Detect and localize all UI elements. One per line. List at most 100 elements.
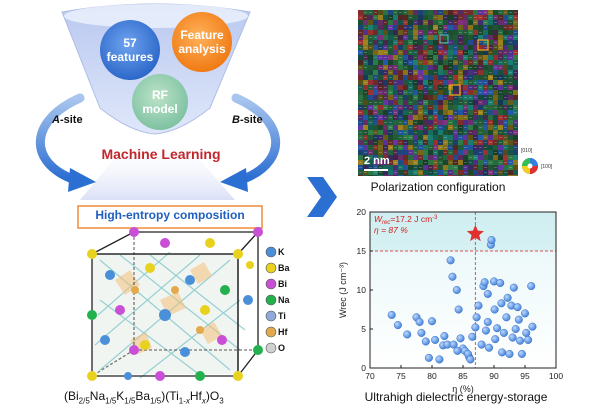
data-point: [466, 355, 475, 364]
x-tick-label: 90: [489, 371, 499, 381]
data-point: [502, 313, 511, 322]
data-point: [522, 328, 531, 337]
legend-swatch-ba: [265, 262, 277, 274]
data-point: [487, 236, 496, 245]
data-point: [417, 328, 426, 337]
data-point: [440, 332, 449, 341]
bubble-rf-label: RF model: [142, 88, 178, 116]
b-site-label: B-site: [232, 114, 263, 126]
legend-circles: [265, 246, 277, 354]
x-tick-label: 75: [396, 371, 406, 381]
bubble-analysis-label: Feature analysis: [178, 28, 226, 56]
wheel-label-top: [010]: [521, 148, 533, 154]
data-point: [431, 335, 440, 344]
data-point: [497, 299, 506, 308]
data-point: [387, 310, 396, 319]
data-point: [424, 353, 433, 362]
data-point: [493, 324, 502, 333]
data-point: [520, 309, 529, 318]
data-point: [496, 278, 505, 287]
legend-swatch-hf: [265, 326, 277, 338]
data-point: [456, 334, 465, 343]
legend-label-ba: Ba: [278, 263, 290, 273]
x-axis-label: η (%): [452, 384, 474, 394]
data-point: [524, 335, 533, 344]
data-point: [427, 317, 436, 326]
legend-swatch-bi: [265, 278, 277, 290]
highlight-band: [370, 212, 556, 251]
energy-caption: Ultrahigh dielectric energy-storage: [364, 390, 548, 404]
data-point: [527, 282, 536, 291]
highlight-box: [477, 39, 489, 51]
element-legend: K Ba Bi Na Ti Hf O: [278, 246, 308, 358]
data-point: [528, 322, 537, 331]
y-axis-label: Wrec (J cm⁻³): [338, 262, 348, 318]
data-point: [474, 301, 483, 310]
data-point: [454, 305, 463, 314]
x-tick-label: 85: [458, 371, 468, 381]
a-site-arrow: [36, 93, 85, 183]
y-tick-label: 10: [357, 285, 367, 295]
data-point: [509, 283, 518, 292]
x-tick-label: 80: [427, 371, 437, 381]
data-point: [517, 349, 526, 358]
machine-learning-title: Machine Learning: [101, 146, 221, 162]
data-point: [511, 324, 520, 333]
data-point: [514, 315, 523, 324]
annotation-eta: η = 87 %: [374, 225, 408, 235]
legend-swatch-o: [265, 342, 277, 354]
legend-swatch-ti: [265, 310, 277, 322]
x-tick-label: 100: [549, 371, 563, 381]
left-panel-art: [36, 3, 280, 381]
y-tick-label: 20: [357, 207, 367, 217]
legend-label-ti: Ti: [278, 311, 286, 321]
legend-label-hf: Hf: [278, 327, 288, 337]
data-point: [513, 303, 522, 312]
data-point: [483, 317, 492, 326]
data-point: [485, 343, 494, 352]
data-point: [490, 305, 499, 314]
legend-label-bi: Bi: [278, 279, 287, 289]
data-point: [403, 330, 412, 339]
legend-label-k: K: [278, 247, 285, 257]
data-point: [505, 349, 514, 358]
energy-storage-chart: 70 75 80 85 90 95 100 0 5 10 15 20 η (%) Wrec (J cm⁻³…: [338, 207, 563, 394]
x-tick-label: 70: [365, 371, 375, 381]
data-point: [468, 332, 477, 341]
polarization-caption: Polarization configuration: [370, 180, 506, 194]
x-tick-label: 95: [520, 371, 530, 381]
y-tick-label: 15: [357, 246, 367, 256]
data-point: [449, 340, 458, 349]
data-point: [483, 289, 492, 298]
bubble-analysis: [172, 12, 232, 72]
data-point: [393, 321, 402, 330]
data-point: [498, 348, 507, 357]
highlight-star-icon: [466, 224, 484, 242]
flow-arrow-icon: [307, 177, 337, 217]
data-point: [415, 317, 424, 326]
color-wheel-icon: [522, 158, 538, 174]
crystal-structure: [87, 227, 263, 381]
legend-swatch-k: [265, 246, 277, 258]
data-point: [503, 293, 512, 302]
data-point: [435, 355, 444, 364]
bubble-rf-model: [132, 74, 188, 130]
data-point: [448, 272, 457, 281]
legend-label-na: Na: [278, 295, 290, 305]
high-entropy-box: [77, 205, 263, 229]
legend-label-o: O: [278, 343, 286, 353]
highlight-box: [439, 34, 449, 44]
data-point: [508, 333, 517, 342]
y-tick-label: 5: [361, 324, 366, 334]
legend-swatch-na: [265, 294, 277, 306]
data-point: [477, 340, 486, 349]
scale-bar-label: 2 nm: [364, 155, 390, 167]
data-point: [499, 328, 508, 337]
a-site-label: A-site: [52, 114, 83, 126]
high-entropy-title: High-entropy composition: [95, 208, 245, 222]
bubble-features: [100, 20, 160, 80]
highlight-box: [449, 84, 461, 96]
data-point: [421, 337, 430, 346]
data-point: [480, 278, 489, 287]
data-point: [481, 326, 490, 335]
